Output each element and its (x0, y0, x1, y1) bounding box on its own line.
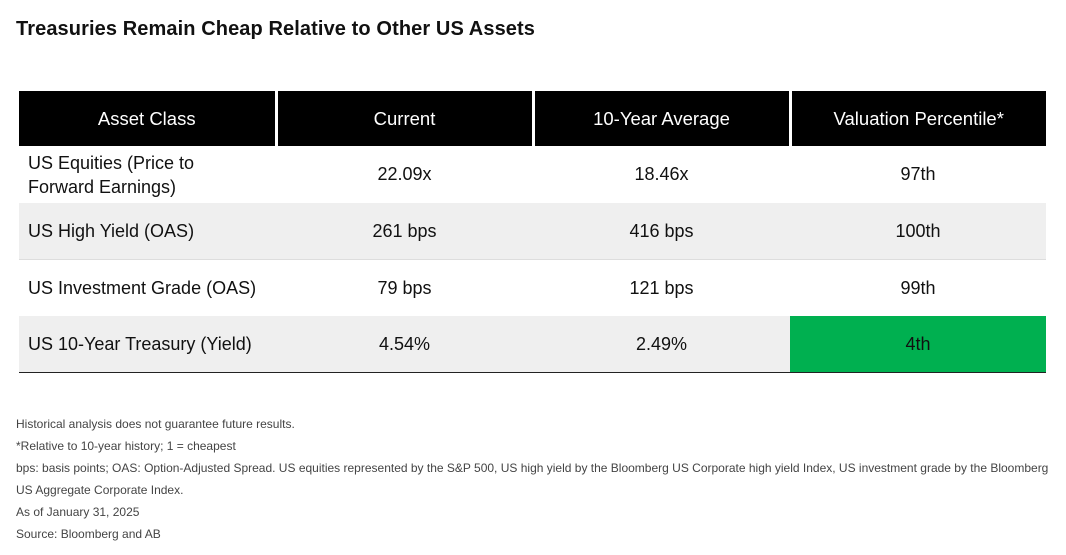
average-cell: 18.46x (634, 164, 689, 184)
valuation-table: Asset Class Current 10-Year Average Valu… (19, 91, 1046, 373)
asset-class-cell: US Investment Grade (OAS) (19, 259, 276, 316)
current-cell: 261 bps (276, 203, 533, 260)
percentile-cell: 99th (790, 259, 1046, 316)
average-cell: 2.49% (533, 316, 790, 373)
highlighted-percentile-cell: 4th (790, 316, 1046, 373)
table-row: US Equities (Price to Forward Earnings) … (19, 146, 1046, 203)
average-cell: 121 bps (533, 259, 790, 316)
average-cell: 416 bps (533, 203, 790, 260)
table-row: US High Yield (OAS) 261 bps 416 bps 100t… (19, 203, 1046, 260)
footnotes: Historical analysis does not guarantee f… (16, 413, 1056, 545)
chart-title: Treasuries Remain Cheap Relative to Othe… (16, 18, 535, 40)
column-header: Valuation Percentile* (790, 91, 1046, 146)
footnote: As of January 31, 2025 (16, 505, 140, 519)
footnote: *Relative to 10-year history; 1 = cheape… (16, 439, 236, 453)
column-header: Current (276, 91, 535, 146)
footnote: bps: basis points; OAS: Option-Adjusted … (16, 461, 1049, 497)
current-cell: 4.54% (276, 316, 533, 373)
table-row: US 10-Year Treasury (Yield) 4.54% 2.49% … (19, 316, 1046, 373)
footnote: Historical analysis does not guarantee f… (16, 417, 295, 431)
asset-class-cell: US High Yield (OAS) (19, 203, 276, 260)
asset-class-cell: US 10-Year Treasury (Yield) (19, 316, 276, 373)
footnote: Source: Bloomberg and AB (16, 527, 161, 541)
column-header: 10-Year Average (533, 91, 792, 146)
header-row: Asset Class Current 10-Year Average Valu… (19, 91, 1046, 146)
table-row: US Investment Grade (OAS) 79 bps 121 bps… (19, 259, 1046, 316)
current-cell: 22.09x (377, 164, 432, 184)
percentile-cell: 97th (900, 164, 936, 184)
column-header: Asset Class (19, 91, 278, 146)
asset-class-cell: US Equities (Price to Forward Earnings) (28, 152, 195, 197)
current-cell: 79 bps (276, 259, 533, 316)
percentile-cell: 100th (790, 203, 1046, 260)
